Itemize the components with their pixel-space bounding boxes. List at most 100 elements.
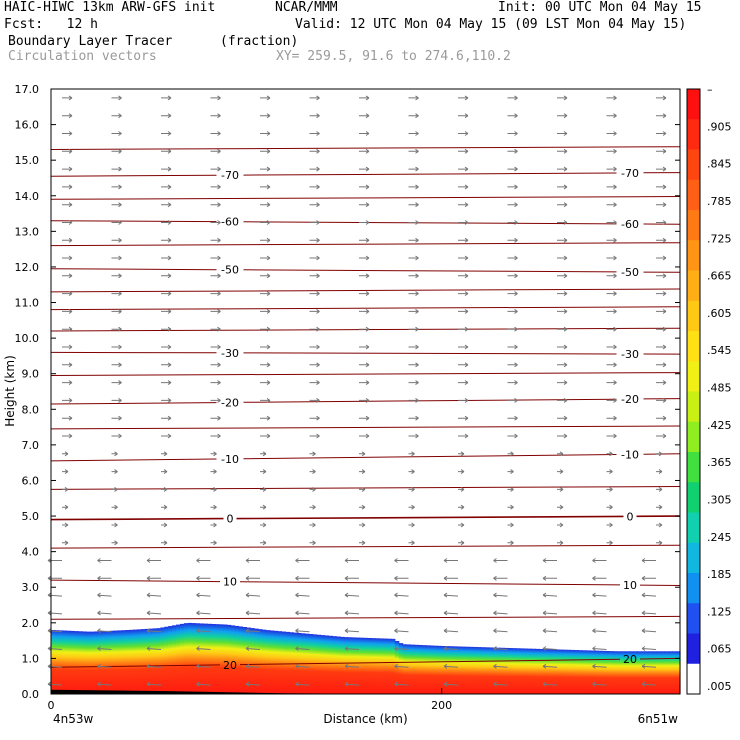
- circulation-vector: [606, 326, 617, 332]
- circulation-vector: [62, 522, 69, 528]
- colorbar-label: .005: [707, 680, 732, 693]
- circulation-vector: [210, 291, 221, 297]
- tracer-column: [191, 623, 197, 694]
- circulation-vector: [606, 113, 617, 119]
- circulation-vector: [309, 433, 320, 439]
- colorbar-swatch: [687, 633, 700, 665]
- y-tick-label: 5.0: [22, 510, 40, 523]
- circulation-vector: [656, 397, 667, 403]
- circulation-vector: [606, 273, 617, 279]
- tracer-column: [152, 628, 158, 694]
- circulation-vector: [309, 131, 320, 136]
- circulation-vector: [62, 433, 73, 439]
- circulation-vector: [359, 433, 370, 439]
- circulation-vector: [260, 255, 271, 261]
- circulation-vector: [606, 433, 617, 439]
- circulation-vector: [161, 451, 168, 457]
- colorbar-label: .485: [707, 382, 732, 395]
- circulation-vector: [359, 131, 370, 136]
- circulation-vector: [394, 558, 409, 563]
- tracer-column: [640, 651, 646, 694]
- circulation-vector: [408, 166, 419, 172]
- circulation-vector: [62, 184, 73, 190]
- circulation-vector: [408, 380, 419, 386]
- circulation-vector: [408, 131, 419, 136]
- circulation-vector: [260, 504, 267, 510]
- tracer-column: [531, 648, 537, 694]
- circulation-vector: [161, 273, 172, 279]
- circulation-vector: [493, 610, 508, 616]
- circulation-vector: [111, 291, 122, 297]
- circulation-vector: [606, 486, 613, 492]
- x-tick-label: 200: [431, 699, 452, 712]
- circulation-vector: [557, 113, 568, 119]
- circulation-vector: [592, 610, 607, 616]
- circulation-vector: [210, 255, 221, 261]
- circulation-vector: [196, 681, 211, 687]
- circulation-vector: [309, 255, 320, 261]
- circulation-vector: [161, 148, 172, 154]
- circulation-vector: [344, 575, 359, 581]
- temperature-contours: -70 -70 -60 -60 -50 -50 -30 -30 -20 -20 -10 -10 0 0 10…: [50, 146, 681, 672]
- circulation-vector: [210, 362, 221, 368]
- tracer-column: [74, 631, 79, 694]
- circulation-vector: [359, 255, 370, 261]
- tracer-column: [246, 627, 251, 694]
- circulation-vector: [62, 308, 73, 314]
- colorbar-label: .125: [707, 605, 732, 618]
- circulation-vector: [493, 681, 508, 687]
- circulation-vector: [111, 397, 122, 403]
- tracer-column: [648, 651, 654, 694]
- circulation-vector: [458, 522, 465, 528]
- tracer-column: [547, 649, 552, 694]
- contour-line: [50, 174, 217, 177]
- tracer-column: [375, 638, 380, 694]
- circulation-vector: [443, 663, 459, 669]
- colorbar: – .905 .845 .785 .725 .665 .605 .545 .485 .425 .36…: [686, 83, 732, 695]
- circulation-vector: [196, 592, 211, 598]
- circulation-vector: [111, 255, 122, 261]
- circulation-vector: [507, 220, 518, 225]
- y-tick-label: 0.0: [22, 688, 40, 701]
- circulation-vector: [458, 380, 469, 386]
- circulation-vector: [507, 184, 518, 190]
- tracer-column: [51, 630, 56, 694]
- circulation-vector: [47, 610, 63, 616]
- tracer-column: [222, 624, 228, 694]
- contour-label: -60: [221, 216, 239, 229]
- tracer-column: [199, 623, 204, 694]
- circulation-vector: [161, 291, 172, 297]
- colorbar-label: .725: [707, 232, 732, 245]
- circulation-vector: [196, 558, 211, 563]
- circulation-vector: [592, 646, 607, 651]
- model-title: HAIC-HIWC 13km ARW-GFS init: [4, 0, 216, 15]
- circulation-vector: [309, 291, 320, 297]
- circulation-vector: [344, 663, 360, 669]
- circulation-vector: [493, 663, 508, 669]
- circulation-vector: [62, 540, 69, 546]
- circulation-vector: [62, 415, 73, 421]
- circulation-vector: [656, 237, 667, 243]
- tracer-column: [449, 646, 455, 694]
- circulation-vector: [62, 504, 69, 510]
- circulation-vector: [62, 202, 73, 208]
- tracer-column: [129, 629, 134, 694]
- circulation-vector: [458, 291, 469, 297]
- circulation-vector: [408, 415, 419, 421]
- contour-line: [50, 288, 681, 293]
- circulation-vector: [656, 308, 667, 314]
- y-tick-label: 8.0: [22, 403, 40, 416]
- circulation-vector: [408, 113, 419, 119]
- y-tick-label: 12.0: [15, 261, 40, 274]
- circulation-vector: [656, 220, 667, 225]
- tracer-column: [218, 624, 224, 694]
- circulation-vector: [295, 681, 310, 687]
- tracer-column: [562, 649, 568, 694]
- tracer-column: [207, 623, 212, 694]
- circulation-vector: [111, 220, 122, 225]
- tracer-column: [93, 631, 99, 694]
- circulation-vector: [507, 522, 514, 528]
- colorbar-label: .185: [707, 568, 732, 581]
- circulation-vector: [458, 202, 469, 208]
- circulation-vector: [394, 610, 409, 616]
